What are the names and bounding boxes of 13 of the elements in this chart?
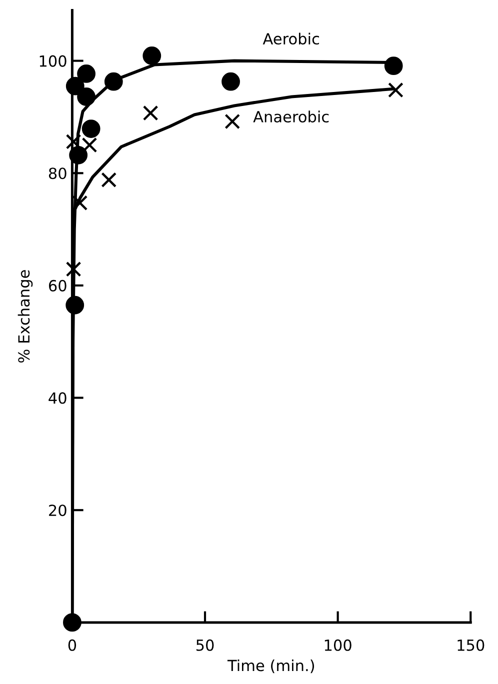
y-tick-label: 80 bbox=[48, 168, 66, 180]
y-tick-label: 60 bbox=[48, 280, 66, 292]
x-axis-title: Time (min.) bbox=[227, 659, 314, 674]
x-tick-label: 150 bbox=[458, 639, 484, 651]
x-tick-label: 100 bbox=[324, 639, 352, 651]
y-tick-label: 40 bbox=[48, 392, 66, 404]
y-tick-label: 20 bbox=[49, 504, 66, 516]
series-label: Anaerobic bbox=[253, 110, 329, 123]
series-label: Aerobic bbox=[262, 32, 319, 45]
y-tick-label: 100 bbox=[40, 55, 66, 67]
y-axis-title: % Exchange bbox=[18, 270, 33, 363]
x-tick-label: 0 bbox=[68, 639, 76, 651]
x-tick-label: 50 bbox=[196, 639, 214, 651]
